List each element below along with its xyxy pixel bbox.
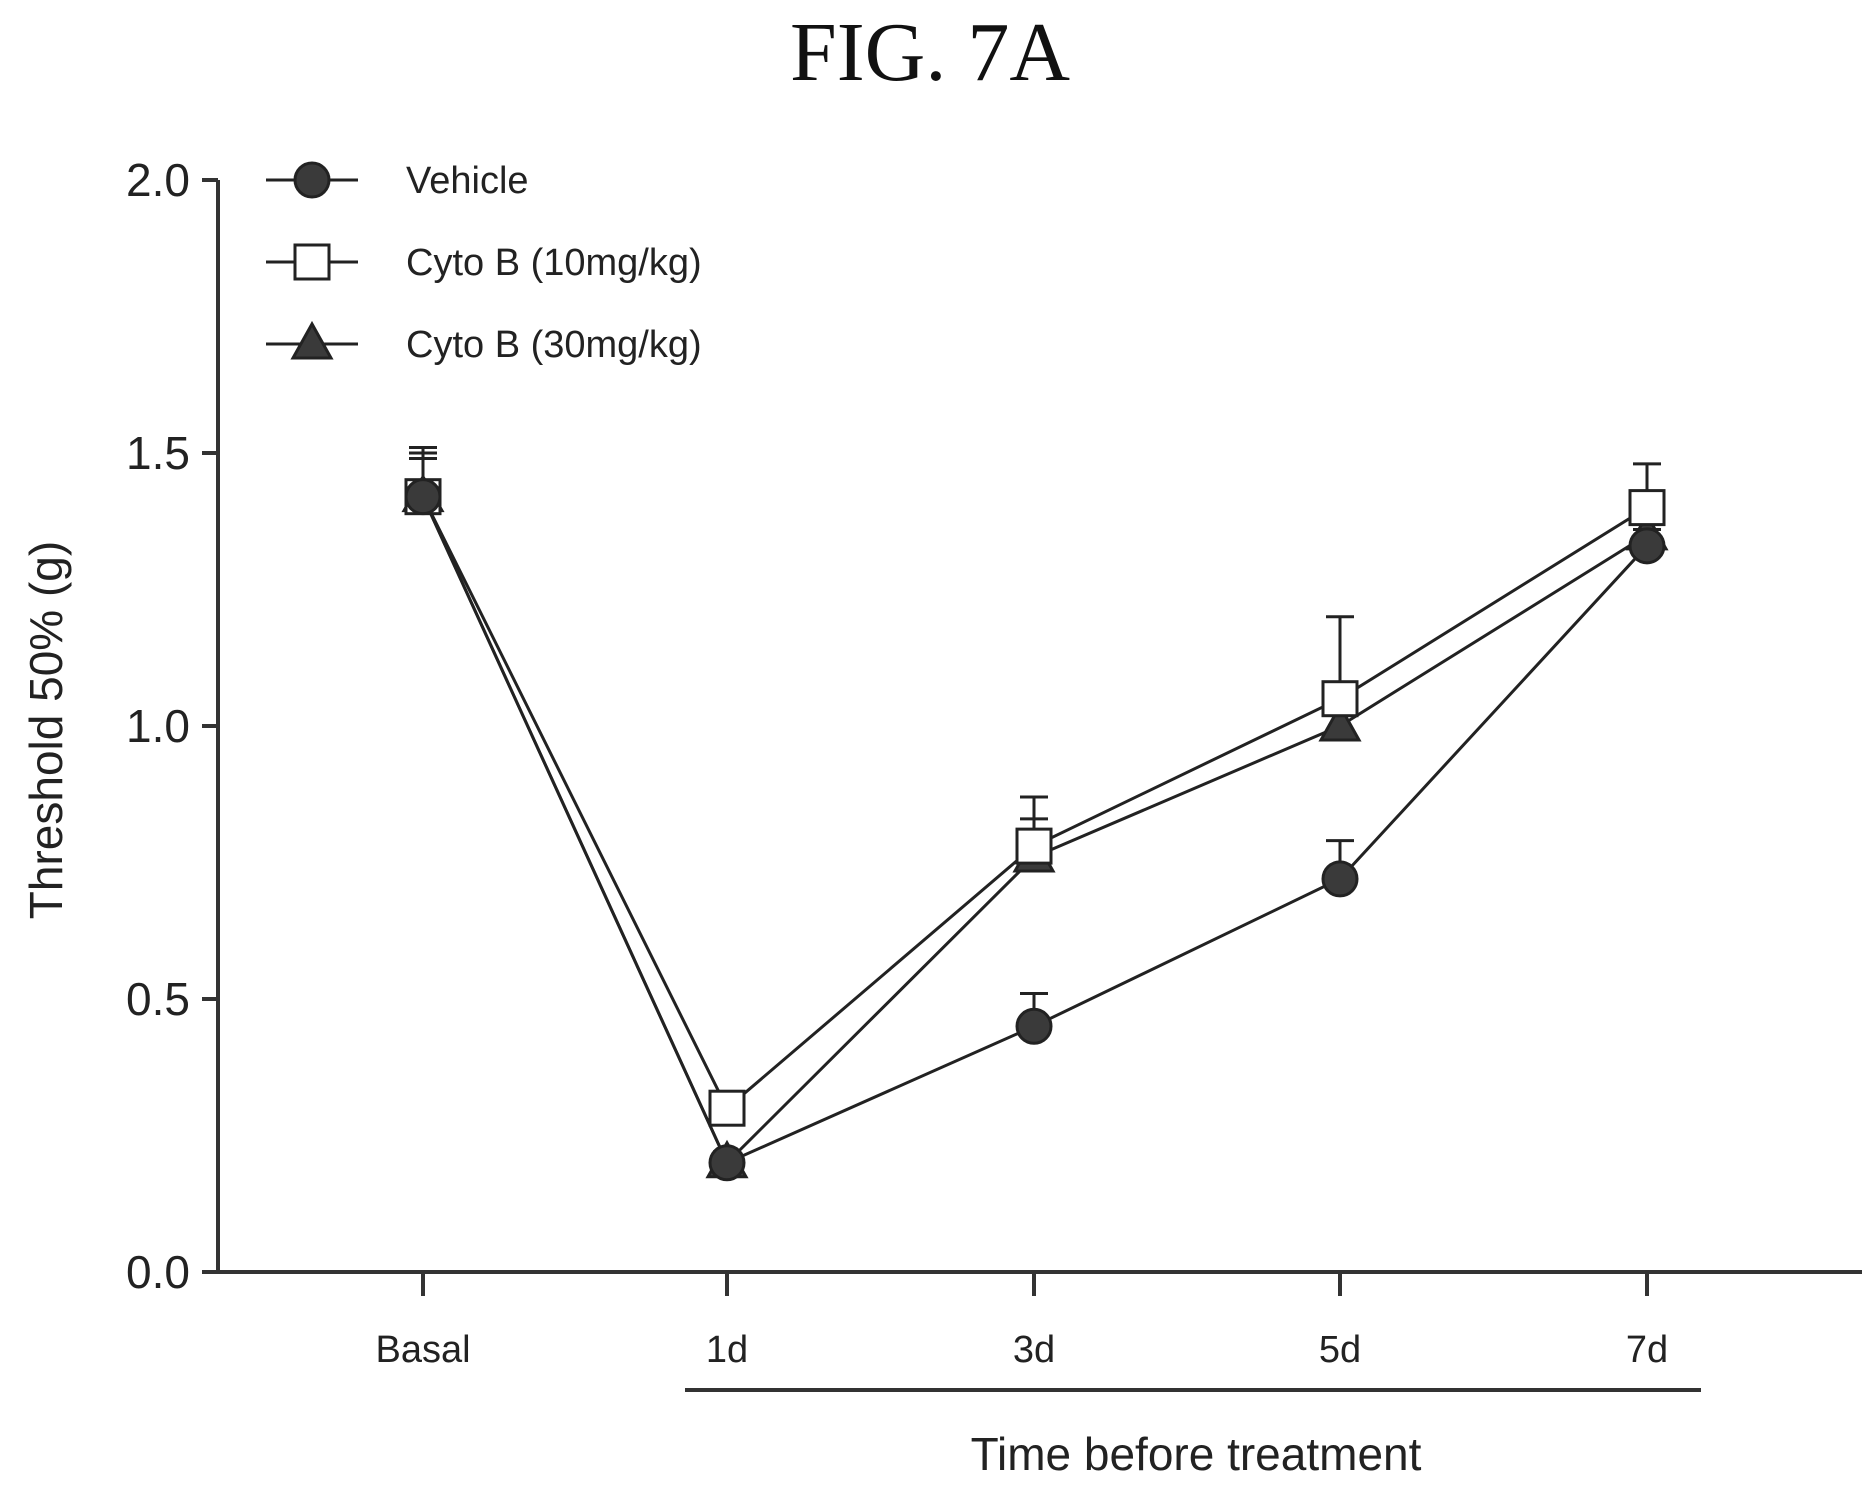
x-tick-label: Basal — [375, 1329, 470, 1371]
data-point — [1318, 702, 1362, 742]
legend-entry: Vehicle — [266, 160, 529, 202]
series-layer — [401, 446, 1669, 1182]
data-point — [1628, 527, 1666, 565]
x-tick-label: 1d — [706, 1329, 748, 1371]
data-point — [1628, 489, 1666, 527]
data-point — [1015, 827, 1053, 865]
y-tick-label: 0.0 — [126, 1246, 190, 1298]
data-point — [1015, 1007, 1053, 1045]
y-axis-title: Threshold 50% (g) — [20, 541, 72, 919]
y-tick-label: 1.0 — [126, 700, 190, 752]
x-tick-label: 7d — [1626, 1329, 1668, 1371]
data-point — [404, 478, 442, 516]
x-tick-label: 3d — [1013, 1329, 1055, 1371]
data-point — [293, 243, 331, 281]
legend: Vehicle Cyto B (10mg/kg) Cyto B (30mg/kg) — [266, 160, 702, 366]
data-point — [708, 1144, 746, 1182]
axes: 0.0 0.5 1.0 1.5 2.0 Basal 1d 3d 5d 7d — [126, 154, 1862, 1392]
figure-title: FIG. 7A — [790, 6, 1070, 99]
y-tick-label: 1.5 — [126, 427, 190, 479]
series-0 — [404, 451, 1666, 1182]
legend-label: Vehicle — [406, 160, 529, 202]
legend-entry: Cyto B (30mg/kg) — [266, 320, 702, 366]
y-tick-label: 2.0 — [126, 154, 190, 206]
x-axis-title: Time before treatment — [971, 1428, 1422, 1480]
data-point — [293, 161, 331, 199]
legend-label: Cyto B (10mg/kg) — [406, 242, 702, 284]
legend-label: Cyto B (30mg/kg) — [406, 324, 702, 366]
data-point — [290, 320, 334, 360]
legend-entry: Cyto B (10mg/kg) — [266, 242, 702, 284]
data-point — [1321, 680, 1359, 718]
data-point — [708, 1089, 746, 1127]
y-tick-label: 0.5 — [126, 973, 190, 1025]
data-point — [1321, 860, 1359, 898]
x-tick-label: 5d — [1319, 1329, 1361, 1371]
